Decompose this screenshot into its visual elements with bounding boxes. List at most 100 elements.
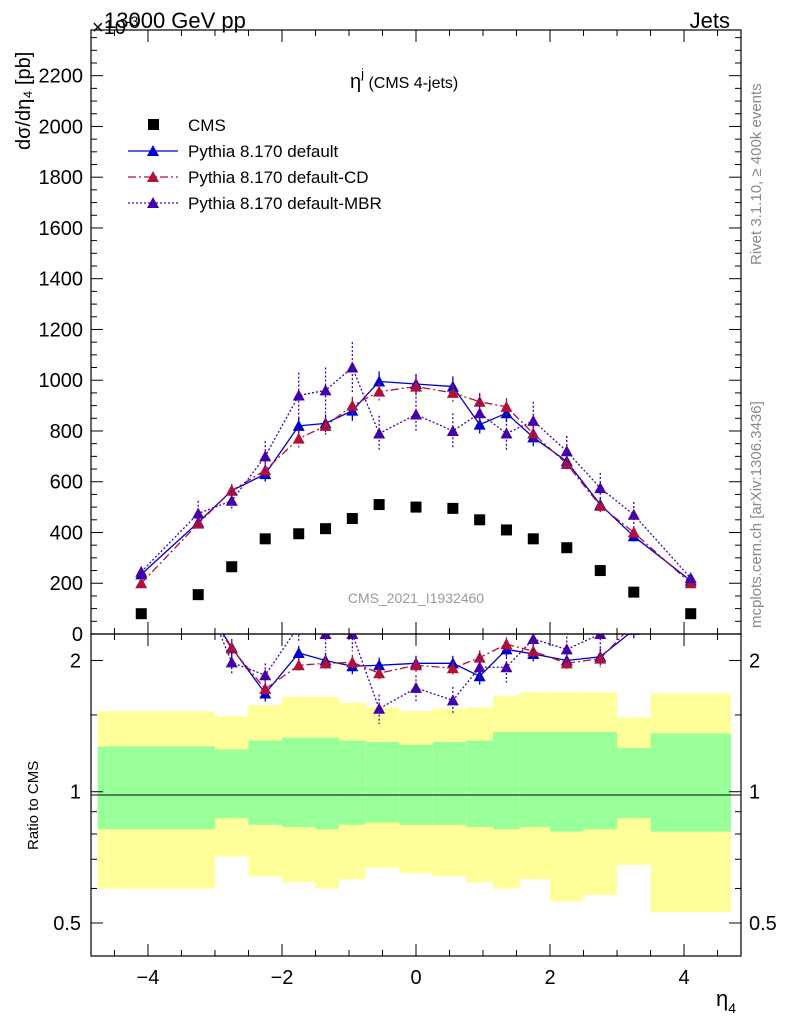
stat-band [650, 733, 731, 832]
legend-item: Pythia 8.170 default-CD [128, 168, 369, 187]
cms-data-point [346, 513, 358, 525]
header-right-label: Jets [690, 8, 730, 33]
mc-data-point [373, 375, 386, 387]
cms-data-point [259, 533, 271, 545]
mc-data-point [292, 419, 305, 431]
main-y-axis-title: dσ/dη₄ [pb] [13, 52, 35, 150]
y-tick-label: 1800 [39, 167, 84, 189]
legend-item: Pythia 8.170 default [128, 142, 339, 161]
ratio-point [560, 657, 573, 669]
legend: CMS Pythia 8.170 default Pythia 8.170 defa… [128, 116, 382, 213]
ratio-point [685, 594, 697, 605]
main-y-axis: 0 200 400 600 800 1000 1200 1400 1600 1800 2000 220… [39, 37, 741, 646]
ratio-series-pythia-8-170-default-mbr [219, 594, 697, 724]
mc-data-point [500, 400, 513, 412]
ratio-y-tick-label: 0.5 [53, 913, 81, 935]
cms-data-point [410, 501, 422, 513]
stat-band [97, 746, 182, 830]
mc-data-point [373, 427, 386, 439]
cms-data-point [373, 499, 385, 511]
mc-data-point [292, 389, 305, 401]
ratio-point [500, 661, 513, 673]
ratio-y-tick-label: 1 [70, 782, 81, 804]
ratio-series-layer [219, 594, 697, 724]
chart-title-sub: (CMS 4-jets) [364, 75, 458, 92]
x-axis-title: η4 [716, 986, 736, 1016]
x-tick-label: 0 [410, 967, 421, 989]
mc-data-point [500, 407, 513, 419]
cms-data-point [135, 608, 147, 620]
ratio-series-pythia-8-170-default-cd [221, 618, 640, 697]
ratio-point [627, 634, 640, 635]
legend-marker [148, 119, 159, 130]
mc-data-point [410, 380, 422, 392]
stat-band [519, 732, 551, 828]
ratio-point [628, 618, 640, 629]
stat-band [315, 737, 339, 830]
series-pythia-8-170-default-mbr [135, 342, 697, 584]
stat-band [399, 744, 433, 825]
ratio-y-tick-label-right: 1 [749, 782, 760, 804]
mc-data-point [446, 424, 459, 436]
y-tick-label: 0 [72, 624, 83, 646]
legend-marker [147, 145, 159, 156]
ratio-point [594, 652, 607, 664]
ratio-point [594, 634, 607, 639]
mc-data-point [560, 457, 573, 469]
chart-title-sup: j [360, 66, 364, 81]
cms-data-point [447, 502, 459, 514]
stat-band [181, 746, 215, 830]
ratio-point [259, 683, 272, 695]
ratio-y-axis: 0.5 0.5 1 1 2 2 [53, 650, 777, 935]
mc-data-point [410, 408, 422, 420]
mc-data-point [594, 499, 607, 511]
y-tick-label: 1200 [39, 319, 84, 341]
legend-label: CMS [188, 116, 226, 135]
mc-data-point [560, 445, 573, 457]
mc-data-point [319, 419, 332, 431]
y-multiplier: ×10-3 [92, 13, 139, 39]
ratio-point [446, 662, 459, 674]
y-tick-label: 200 [50, 573, 83, 595]
main-series-layer [135, 342, 697, 620]
ratio-point [473, 670, 486, 682]
ratio-point [373, 667, 386, 679]
mc-data-point [684, 572, 697, 584]
series-line [140, 366, 692, 579]
legend-label: Pythia 8.170 default-MBR [188, 194, 382, 213]
x-tick-label: 4 [678, 967, 689, 989]
y-tick-label: 800 [50, 421, 83, 443]
series-pythia-8-170-default [135, 371, 697, 586]
mc-data-point [135, 565, 148, 577]
ratio-point [292, 659, 305, 671]
mc-data-point [346, 361, 359, 373]
y-tick-label: 400 [50, 522, 83, 544]
x-axis-title-sub: 4 [728, 1000, 736, 1016]
header-left-label: 13000 GeV pp [104, 8, 246, 33]
ratio-point [527, 634, 540, 645]
mc-data-point [346, 399, 359, 411]
ratio-point [410, 659, 422, 671]
cms-data-point [226, 561, 238, 573]
stat-band [466, 740, 494, 828]
mc-data-point [259, 450, 272, 462]
series-line [140, 385, 692, 584]
y-tick-label: 600 [50, 472, 83, 494]
series-cms [135, 499, 697, 620]
ratio-point [225, 656, 238, 668]
legend-label: Pythia 8.170 default [188, 142, 339, 161]
ratio-point [319, 657, 332, 669]
ratio-point [292, 647, 305, 659]
ratio-point [346, 656, 359, 668]
mc-data-point [373, 385, 386, 397]
cms-data-point [474, 514, 486, 526]
mc-data-point [527, 414, 540, 426]
ratio-point [373, 702, 386, 714]
ratio-point [473, 661, 486, 673]
ratio-point [259, 669, 272, 681]
y-tick-label: 1000 [39, 370, 84, 392]
ratio-y-axis-title: Ratio to CMS [25, 761, 42, 850]
mc-data-point [192, 507, 205, 519]
stat-band [583, 732, 618, 830]
